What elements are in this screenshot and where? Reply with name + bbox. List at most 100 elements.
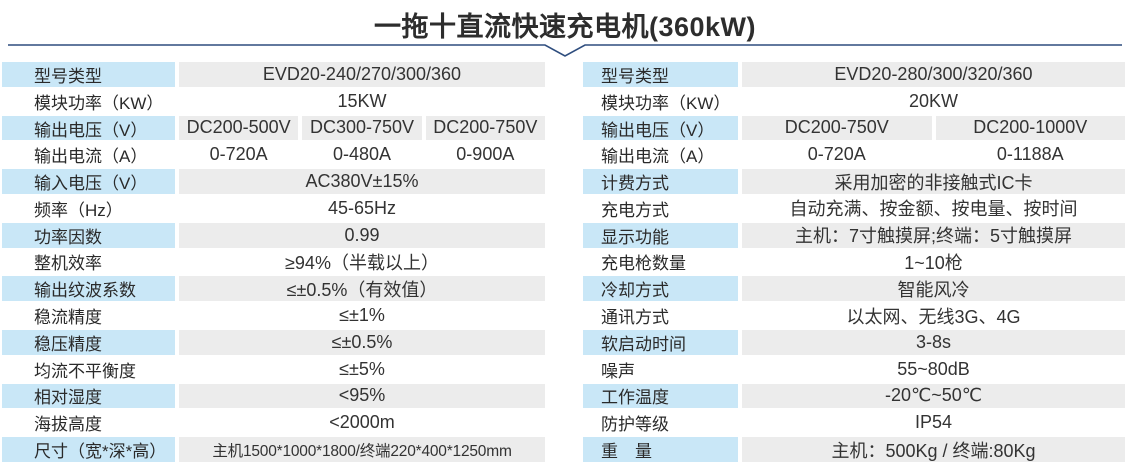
table-row: 计费方式 采用加密的非接触式IC卡	[583, 169, 1125, 194]
spec-label: 相对湿度	[2, 383, 175, 409]
spec-value: ≤±1%	[339, 305, 385, 326]
spec-label: 输出电流（A）	[601, 147, 715, 167]
spec-label: 稳压精度	[2, 329, 175, 355]
spec-value: 0-480A	[332, 144, 392, 165]
spec-value: 主机1500*1000*1800/终端220*400*1250mm	[179, 437, 545, 462]
spec-label: 整机效率	[34, 254, 102, 274]
spec-label: 型号类型	[583, 62, 738, 87]
spec-value: 0-720A	[807, 144, 866, 165]
spec-value: 主机：7寸触摸屏;终端：5寸触摸屏	[742, 222, 1125, 248]
spec-value: AC380V±15%	[179, 169, 545, 194]
table-row: 输出电压（V） DC200-500V DC300-750V DC200-750V	[2, 115, 545, 141]
spec-value: 0-900A	[456, 144, 515, 165]
spec-label: 模块功率（KW）	[34, 93, 164, 113]
spec-label: 均流不平衡度	[34, 361, 136, 381]
spec-label: 模块功率（KW）	[601, 93, 731, 113]
spec-label: 频率（Hz）	[34, 200, 123, 220]
table-row: 显示功能 主机：7寸触摸屏;终端：5寸触摸屏	[583, 222, 1125, 248]
spec-value: 1~10枪	[904, 252, 963, 273]
spec-value: 智能风冷	[742, 276, 1125, 302]
table-row: 输入电压（V） AC380V±15%	[2, 169, 545, 194]
spec-value: 0.99	[179, 222, 545, 248]
table-row: 相对湿度 <95%	[2, 383, 545, 409]
spec-value: 以太网、无线3G、4G	[846, 306, 1021, 327]
table-row: 工作温度 -20℃~50℃	[583, 383, 1125, 409]
table-row: 频率（Hz） 45-65Hz	[2, 196, 545, 221]
spec-value: DC200-500V	[179, 115, 299, 141]
spec-label: 噪声	[601, 361, 635, 381]
table-row: 模块功率（KW） 15KW	[2, 89, 545, 114]
spec-value: DC200-750V	[425, 115, 545, 141]
table-row: 噪声 55~80dB	[583, 357, 1125, 382]
spec-label: 海拔高度	[34, 415, 102, 435]
table-row: 输出电流（A） 0-720A 0-480A 0-900A	[2, 142, 545, 167]
spec-value: -20℃~50℃	[742, 383, 1125, 409]
header-divider	[8, 44, 1122, 57]
table-row: 输出电压（V） DC200-750V DC200-1000V	[583, 115, 1125, 141]
table-row: 防护等级 IP54	[583, 410, 1125, 435]
spec-value: ≤±0.5%（有效值）	[179, 276, 545, 302]
table-row: 重 量 主机：500Kg / 终端:80Kg	[583, 437, 1125, 462]
spec-label: 输出电压（V）	[2, 115, 175, 141]
spec-label: 输出电压（V）	[583, 115, 738, 141]
spec-label: 输入电压（V）	[2, 169, 175, 194]
spec-value: 主机：500Kg / 终端:80Kg	[742, 437, 1125, 462]
table-row: 海拔高度 <2000m	[2, 410, 545, 435]
page-title: 一拖十直流快速充电机(360kW)	[373, 12, 757, 42]
spec-value: 0-1188A	[996, 144, 1064, 165]
spec-label: 工作温度	[583, 383, 738, 409]
spec-label: 输出纹波系数	[2, 276, 175, 302]
spec-value: 自动充满、按金额、按电量、按时间	[789, 199, 1078, 220]
spec-table-right: 型号类型 EVD20-280/300/320/360 模块功率（KW） 20KW…	[583, 62, 1125, 462]
spec-value: <2000m	[329, 412, 395, 433]
spec-value: EVD20-240/270/300/360	[179, 62, 545, 87]
spec-label: 显示功能	[583, 222, 738, 248]
table-row: 整机效率 ≥94%（半载以上）	[2, 250, 545, 275]
spec-value: <95%	[179, 383, 545, 409]
table-row: 模块功率（KW） 20KW	[583, 89, 1125, 114]
spec-value: 采用加密的非接触式IC卡	[742, 169, 1125, 194]
table-row: 充电方式 自动充满、按金额、按电量、按时间	[583, 196, 1125, 221]
table-row: 冷却方式 智能风冷	[583, 276, 1125, 302]
spec-label: 计费方式	[583, 169, 738, 194]
spec-value: ≥94%（半载以上）	[285, 252, 439, 273]
spec-value: 15KW	[337, 90, 387, 111]
spec-label: 稳流精度	[34, 308, 102, 328]
spec-value: 20KW	[908, 90, 959, 111]
table-row: 型号类型 EVD20-240/270/300/360	[2, 62, 545, 87]
spec-value: ≤±0.5%	[179, 329, 545, 355]
table-row: 通讯方式 以太网、无线3G、4G	[583, 303, 1125, 328]
spec-value: DC200-1000V	[935, 115, 1125, 141]
table-row: 功率因数 0.99	[2, 222, 545, 248]
table-row: 稳压精度 ≤±0.5%	[2, 329, 545, 355]
spec-label: 充电方式	[601, 200, 669, 220]
spec-label: 型号类型	[2, 62, 175, 87]
table-row: 均流不平衡度 ≤±5%	[2, 357, 545, 382]
spec-value: IP54	[914, 412, 953, 433]
spec-label: 软启动时间	[583, 329, 738, 355]
table-row: 输出纹波系数 ≤±0.5%（有效值）	[2, 276, 545, 302]
spec-value: 55~80dB	[897, 358, 970, 379]
spec-label: 尺寸（宽*深*高）	[2, 437, 175, 462]
spec-value: 3-8s	[742, 329, 1125, 355]
spec-label: 充电枪数量	[601, 254, 686, 274]
spec-value: EVD20-280/300/320/360	[742, 62, 1125, 87]
spec-value: DC300-750V	[302, 115, 422, 141]
spec-value: 45-65Hz	[327, 197, 397, 218]
spec-label: 功率因数	[2, 222, 175, 248]
table-row: 输出电流（A） 0-720A 0-1188A	[583, 142, 1125, 167]
table-row: 充电枪数量 1~10枪	[583, 250, 1125, 275]
table-row: 型号类型 EVD20-280/300/320/360	[583, 62, 1125, 87]
table-row: 软启动时间 3-8s	[583, 329, 1125, 355]
spec-label: 冷却方式	[583, 276, 738, 302]
spec-label: 通讯方式	[601, 308, 669, 328]
spec-label: 防护等级	[601, 415, 669, 435]
spec-value: ≤±5%	[339, 358, 385, 379]
spec-value: 0-720A	[209, 144, 268, 165]
spec-value: DC200-750V	[742, 115, 932, 141]
table-row: 稳流精度 ≤±1%	[2, 303, 545, 328]
spec-table-left: 型号类型 EVD20-240/270/300/360 模块功率（KW） 15KW…	[2, 62, 545, 462]
spec-label: 输出电流（A）	[34, 147, 148, 167]
table-row: 尺寸（宽*深*高） 主机1500*1000*1800/终端220*400*125…	[2, 437, 545, 462]
spec-label: 重 量	[583, 437, 738, 462]
